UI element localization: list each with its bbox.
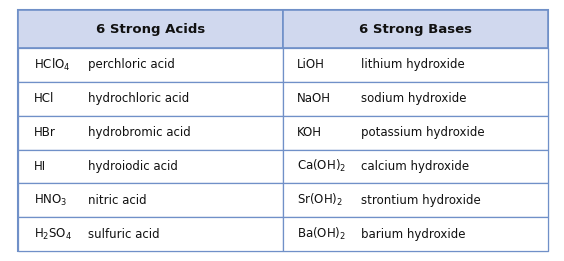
Text: perchloric acid: perchloric acid <box>88 58 175 72</box>
Polygon shape <box>283 150 548 183</box>
Text: Ca(OH)$_2$: Ca(OH)$_2$ <box>297 158 346 174</box>
Polygon shape <box>18 10 283 48</box>
Text: 6 Strong Acids: 6 Strong Acids <box>96 22 205 35</box>
Polygon shape <box>283 116 548 150</box>
Text: NaOH: NaOH <box>297 92 331 105</box>
Text: HBr: HBr <box>34 126 56 139</box>
Polygon shape <box>283 183 548 217</box>
Polygon shape <box>283 82 548 116</box>
Text: KOH: KOH <box>297 126 322 139</box>
Text: hydrobromic acid: hydrobromic acid <box>88 126 191 139</box>
Text: lithium hydroxide: lithium hydroxide <box>361 58 465 72</box>
Polygon shape <box>18 217 283 251</box>
Text: Sr(OH)$_2$: Sr(OH)$_2$ <box>297 192 343 208</box>
Text: hydrochloric acid: hydrochloric acid <box>88 92 190 105</box>
Text: 6 Strong Bases: 6 Strong Bases <box>359 22 472 35</box>
Polygon shape <box>18 82 283 116</box>
Text: sodium hydroxide: sodium hydroxide <box>361 92 466 105</box>
Polygon shape <box>283 48 548 82</box>
Polygon shape <box>283 217 548 251</box>
Text: HNO$_3$: HNO$_3$ <box>34 193 68 208</box>
Polygon shape <box>283 10 548 48</box>
Polygon shape <box>18 150 283 183</box>
Text: potassium hydroxide: potassium hydroxide <box>361 126 484 139</box>
Polygon shape <box>18 183 283 217</box>
Polygon shape <box>18 116 283 150</box>
Text: Ba(OH)$_2$: Ba(OH)$_2$ <box>297 226 346 242</box>
Text: H$_2$SO$_4$: H$_2$SO$_4$ <box>34 227 72 242</box>
Text: strontium hydroxide: strontium hydroxide <box>361 194 481 207</box>
Polygon shape <box>18 48 283 82</box>
Text: HClO$_4$: HClO$_4$ <box>34 57 70 73</box>
Polygon shape <box>18 10 548 251</box>
Text: sulfuric acid: sulfuric acid <box>88 228 160 241</box>
Text: HI: HI <box>34 160 46 173</box>
Text: LiOH: LiOH <box>297 58 325 72</box>
Text: calcium hydroxide: calcium hydroxide <box>361 160 469 173</box>
Text: HCl: HCl <box>34 92 54 105</box>
Text: hydroiodic acid: hydroiodic acid <box>88 160 178 173</box>
Text: nitric acid: nitric acid <box>88 194 147 207</box>
Text: barium hydroxide: barium hydroxide <box>361 228 465 241</box>
